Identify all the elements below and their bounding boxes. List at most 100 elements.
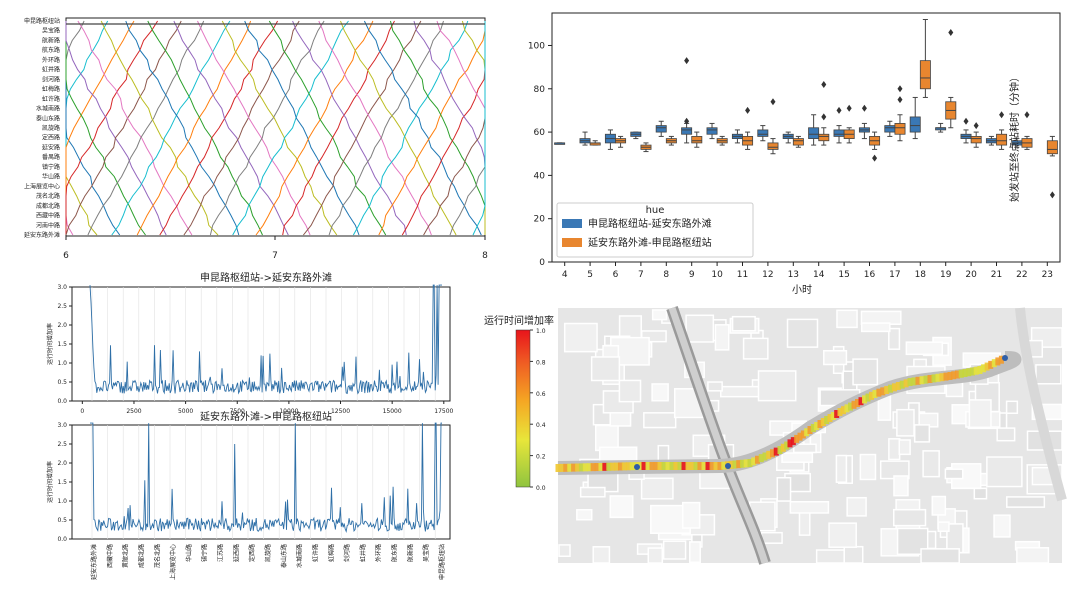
route-segment [962,369,968,377]
route-segment [582,463,588,472]
route-segment [899,380,905,389]
station-tick-label: 虹井路 [359,544,367,562]
legend-label-0: 申昆路枢纽站-延安东路外滩 [588,217,712,230]
route-segment [621,462,627,471]
trajectory-line [77,20,193,236]
city-block [558,544,571,558]
station-label: 外环路 [42,56,60,64]
station-label: 虹梅路 [42,85,60,93]
rate-title-1: 申昆路枢纽站->延安东路外滩 [200,271,332,284]
route-segment [995,357,1001,366]
y-tick-label: 100 [528,41,545,51]
x-tick-label: 22 [1016,270,1027,280]
city-block [922,450,940,478]
station-label: 番禺路 [42,153,60,161]
station-tick-label: 茂名北路 [153,544,161,568]
station-tick-label: 泰山东路 [280,544,288,568]
river [1015,307,1067,502]
city-block [937,521,950,533]
station-tick-label: 外环路 [375,544,383,562]
trajectory-line [147,20,263,236]
city-block [898,439,911,456]
map-svg: 运行时间增加率 0.0 0.2 0.4 0.6 0.8 1.0 [484,306,1067,565]
y-tick-label: 20 [534,215,546,225]
boxplot-legend: hue 申昆路枢纽站-延安东路外滩 延安东路外滩-申昆路枢纽站 [556,202,754,258]
city-block [742,337,769,360]
y-tick-label: 0.0 [57,398,67,405]
time-space-frame [65,17,486,237]
rate-frame-1 [71,286,451,402]
y-tick-label: 0.0 [57,536,67,543]
route-segment [641,462,647,470]
station-tick-label: 航新路 [406,544,414,562]
route-segment [571,463,577,472]
legend-title: hue [646,205,665,216]
route-segment [590,463,596,472]
city-block [893,475,909,497]
city-block [786,318,819,348]
city-block [714,324,730,351]
colorbar-ticks: 0.0 0.2 0.4 0.6 0.8 1.0 [530,328,546,492]
station-tick-label: 华山路 [185,544,193,562]
route-segment [814,422,820,430]
trajectory-line [125,20,240,236]
trajectory-line [183,20,300,236]
city-block [792,443,817,454]
x-tick-label: 5000 [178,408,193,415]
boxplot-ylabel: 始发站至终点站耗时（分钟） [1008,72,1021,202]
route-segment [665,462,671,470]
city-block [993,514,1011,538]
outlier-point [821,113,827,121]
city-block [651,309,668,321]
city-block [893,508,927,527]
colorbar-title: 运行时间增加率 [484,314,554,327]
rate-plot-1: 0.0 0.5 1.0 1.5 2.0 2.5 3.0 0 2500 5000 7500 10000 1… [57,284,453,415]
station-label: 河南中路 [36,221,60,229]
route-segment [895,382,901,390]
route-segment [629,462,635,471]
time-label: 6 [63,251,69,261]
route-segment [991,359,997,368]
station-tick-label: 申昆路枢纽站 [438,544,446,580]
route-segment [984,362,990,371]
route-segment [855,399,860,407]
station-label: 航东路 [42,46,60,54]
route-segment [848,402,853,411]
route-segment [780,443,786,452]
route-segment [851,400,857,409]
colorbar-tick-label: 0.4 [536,422,546,429]
station-label: 水城南路 [36,105,60,113]
outlier-point [999,111,1005,119]
city-block [760,531,783,544]
route-segment [973,366,979,375]
city-block [579,486,606,498]
outlier-point [963,117,969,125]
trajectory-line [111,20,231,236]
x-tick-label: 16 [864,270,876,280]
route-segment [970,367,975,376]
route-segment [717,462,723,470]
rate-frame-2 [71,424,451,540]
city-block [888,438,901,461]
station-label: 茂名北路 [36,192,60,200]
city-block [563,322,598,353]
route-heat-path [555,355,1008,472]
route-segment [869,391,874,400]
y-tick-label: 2.5 [57,441,67,448]
x-tick-label: 19 [940,270,952,280]
rate-svg: 申昆路枢纽站->延安东路外滩 0.0 0.5 1.0 1.5 2.0 2.5 3.0 0 250… [46,271,454,580]
trajectory-line [136,20,252,236]
city-block [618,379,642,403]
outlier-point [1049,191,1055,199]
route-segment [915,376,921,385]
route-segment [669,462,675,470]
trajectory-line [159,20,279,236]
station-tick-label: 黄陂北路 [122,544,130,568]
trajectory-line [303,20,422,236]
outlier-point [821,80,827,88]
x-tick-label: 7 [638,270,644,280]
y-tick-label: 0.5 [57,517,67,524]
trajectory-line [268,20,387,236]
route-segment [891,383,897,392]
route-segment [559,463,565,472]
